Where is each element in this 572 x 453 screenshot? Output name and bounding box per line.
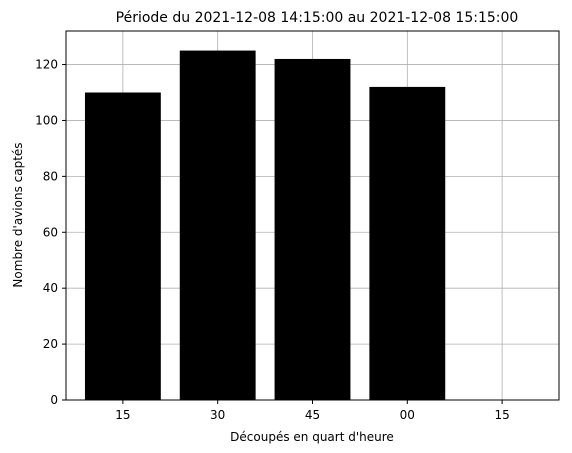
y-axis-label: Nombre d'avions captés <box>11 142 25 287</box>
y-tick-label: 0 <box>50 393 58 407</box>
y-tick-label: 80 <box>43 169 58 183</box>
bar-4 <box>369 86 446 400</box>
bars <box>84 50 446 401</box>
bar-2 <box>179 50 256 401</box>
x-tick-label: 15 <box>115 408 130 422</box>
chart-title: Période du 2021-12-08 14:15:00 au 2021-1… <box>116 10 519 26</box>
x-tick-label: 45 <box>305 408 320 422</box>
y-tick-label: 60 <box>43 225 58 239</box>
x-axis-ticks: 15 30 45 00 15 <box>115 400 510 422</box>
y-tick-label: 20 <box>43 337 58 351</box>
x-axis-label: Découpés en quart d'heure <box>230 430 394 444</box>
x-tick-label: 30 <box>210 408 225 422</box>
bar-3 <box>274 58 351 401</box>
bar-1 <box>84 92 161 400</box>
x-tick-label: 15 <box>494 408 509 422</box>
y-axis-ticks: 0 20 40 60 80 100 120 <box>35 58 66 407</box>
y-tick-label: 40 <box>43 281 58 295</box>
y-tick-label: 100 <box>35 113 58 127</box>
y-tick-label: 120 <box>35 58 58 72</box>
x-tick-label: 00 <box>400 408 415 422</box>
